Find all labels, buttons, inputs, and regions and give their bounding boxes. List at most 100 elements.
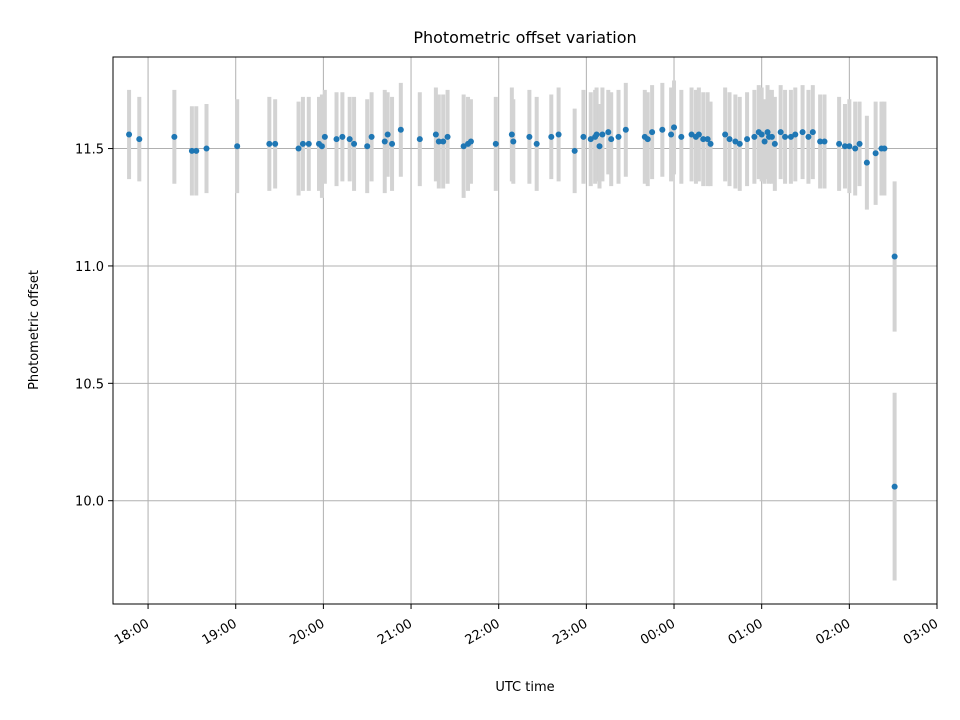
x-tick-label: 01:00 [726,616,766,648]
data-point [771,140,778,147]
data-point [440,138,447,145]
data-point [891,483,898,490]
data-point [695,131,702,138]
data-point [761,138,768,145]
data-point [432,131,439,138]
data-point [846,143,853,150]
x-tick-label: 18:00 [112,616,152,648]
data-point [649,129,656,136]
data-point [792,131,799,138]
data-point [467,138,474,145]
plot-frame [112,56,938,605]
data-point [526,133,533,140]
data-point [416,136,423,143]
data-point [707,140,714,147]
data-point [389,140,396,147]
data-point [272,140,279,147]
data-point [596,143,603,150]
data-point [668,131,675,138]
data-point [171,133,178,140]
data-point [751,133,758,140]
data-point [777,129,784,136]
x-tick-label: 22:00 [463,616,503,648]
data-point [318,143,325,150]
grid [113,57,938,604]
data-point [608,136,615,143]
x-tick-label: 02:00 [813,616,853,648]
data-point [671,124,678,131]
error-bars [127,80,897,581]
data-point [234,143,241,150]
x-tick-label: 20:00 [287,616,327,648]
data-point [435,138,442,145]
data-point [852,145,859,152]
data-point [136,136,143,143]
data-point [321,133,328,140]
y-axis-ticks: 10.0 10.5 11.0 11.5 [75,143,113,510]
data-point [744,136,751,143]
data-points [126,124,898,490]
data-point [580,133,587,140]
data-point [193,147,200,154]
data-point [548,133,555,140]
y-axis-label: Photometric offset [27,270,42,390]
x-tick-label: 00:00 [638,616,678,648]
x-tick-label: 23:00 [550,616,590,648]
data-point [333,136,340,143]
data-point [787,133,794,140]
data-point [644,136,651,143]
data-point [841,143,848,150]
data-point [508,131,515,138]
data-point [305,140,312,147]
chart-title: Photometric offset variation [413,28,636,47]
data-point [368,133,375,140]
data-point [891,253,898,260]
data-point [881,145,888,152]
y-tick-label: 10.0 [75,495,104,510]
data-point [688,131,695,138]
y-tick-label: 10.5 [75,377,104,392]
data-point [700,136,707,143]
data-point [805,133,812,140]
x-axis-ticks: 18:00 19:00 20:00 21:00 22:00 23:00 00:00 01:00… [112,604,941,648]
data-point [817,138,824,145]
data-point [188,147,195,154]
data-point [782,133,789,140]
data-point [659,126,666,133]
data-point [364,143,371,150]
data-point [339,133,346,140]
data-point [203,145,210,152]
data-point [555,131,562,138]
data-point [492,140,499,147]
data-point [726,136,733,143]
data-point [732,138,739,145]
x-tick-label: 19:00 [200,616,240,648]
data-point [764,129,771,136]
data-point [384,131,391,138]
y-tick-label: 11.0 [75,260,104,275]
data-point [615,133,622,140]
x-tick-label: 03:00 [901,616,941,648]
data-point [126,131,133,138]
x-axis-label: UTC time [495,680,554,695]
data-point [856,140,863,147]
data-point [863,159,870,166]
data-point [397,126,404,133]
data-point [266,140,273,147]
data-point [758,131,765,138]
data-point [722,131,729,138]
data-point [533,140,540,147]
data-point [622,126,629,133]
data-point [678,133,685,140]
data-point [587,136,594,143]
data-point [821,138,828,145]
data-point [444,133,451,140]
data-point [799,129,806,136]
data-point [736,140,743,147]
data-point [872,150,879,157]
y-tick-label: 11.5 [75,143,104,158]
data-point [346,136,353,143]
data-point [295,145,302,152]
data-point [593,131,600,138]
